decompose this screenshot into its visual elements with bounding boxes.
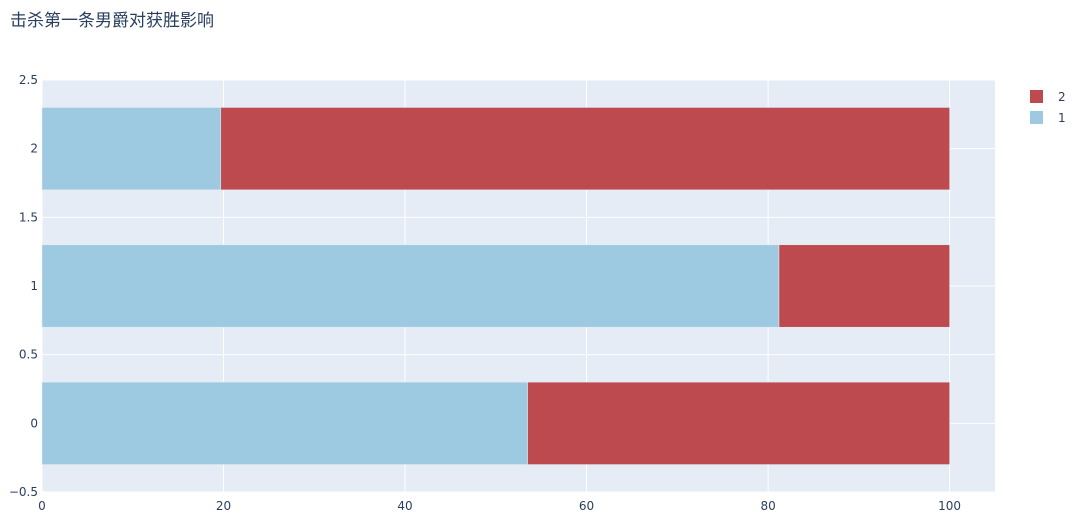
x-tick-label: 100	[938, 499, 961, 513]
y-tick-label: 0.5	[19, 348, 38, 362]
bars	[41, 107, 950, 465]
x-tick-label: 20	[216, 499, 231, 513]
y-tick-label: 2.5	[19, 73, 38, 87]
x-axis-ticks: 0 20 40 60 80 100	[38, 499, 961, 513]
chart-title: 击杀第一条男爵对获胜影响	[10, 11, 214, 31]
x-tick-label: 60	[579, 499, 594, 513]
y-tick-label: 2	[30, 142, 38, 156]
x-tick-label: 80	[760, 499, 775, 513]
bar-series-1-cat-2[interactable]	[41, 107, 222, 191]
legend-label-1[interactable]: 1	[1058, 111, 1066, 125]
bar-series-2-cat-0[interactable]	[527, 381, 950, 465]
bar-series-2-cat-1[interactable]	[778, 244, 950, 328]
bar-series-1-cat-1[interactable]	[41, 244, 780, 328]
bar-series-1-cat-0[interactable]	[41, 381, 528, 465]
legend-swatch-2[interactable]	[1030, 90, 1043, 103]
x-tick-label: 0	[38, 499, 46, 513]
y-tick-label: −0.5	[9, 485, 38, 499]
y-axis-ticks: −0.5 0 0.5 1 1.5 2 2.5	[9, 73, 38, 499]
bar-series-2-cat-2[interactable]	[220, 107, 950, 191]
y-tick-label: 0	[30, 416, 38, 430]
legend-swatch-1[interactable]	[1030, 111, 1043, 124]
y-tick-label: 1	[30, 279, 38, 293]
legend-label-2[interactable]: 2	[1058, 90, 1066, 104]
legend[interactable]: 21	[1030, 90, 1066, 125]
y-tick-label: 1.5	[19, 210, 38, 224]
x-tick-label: 40	[397, 499, 412, 513]
